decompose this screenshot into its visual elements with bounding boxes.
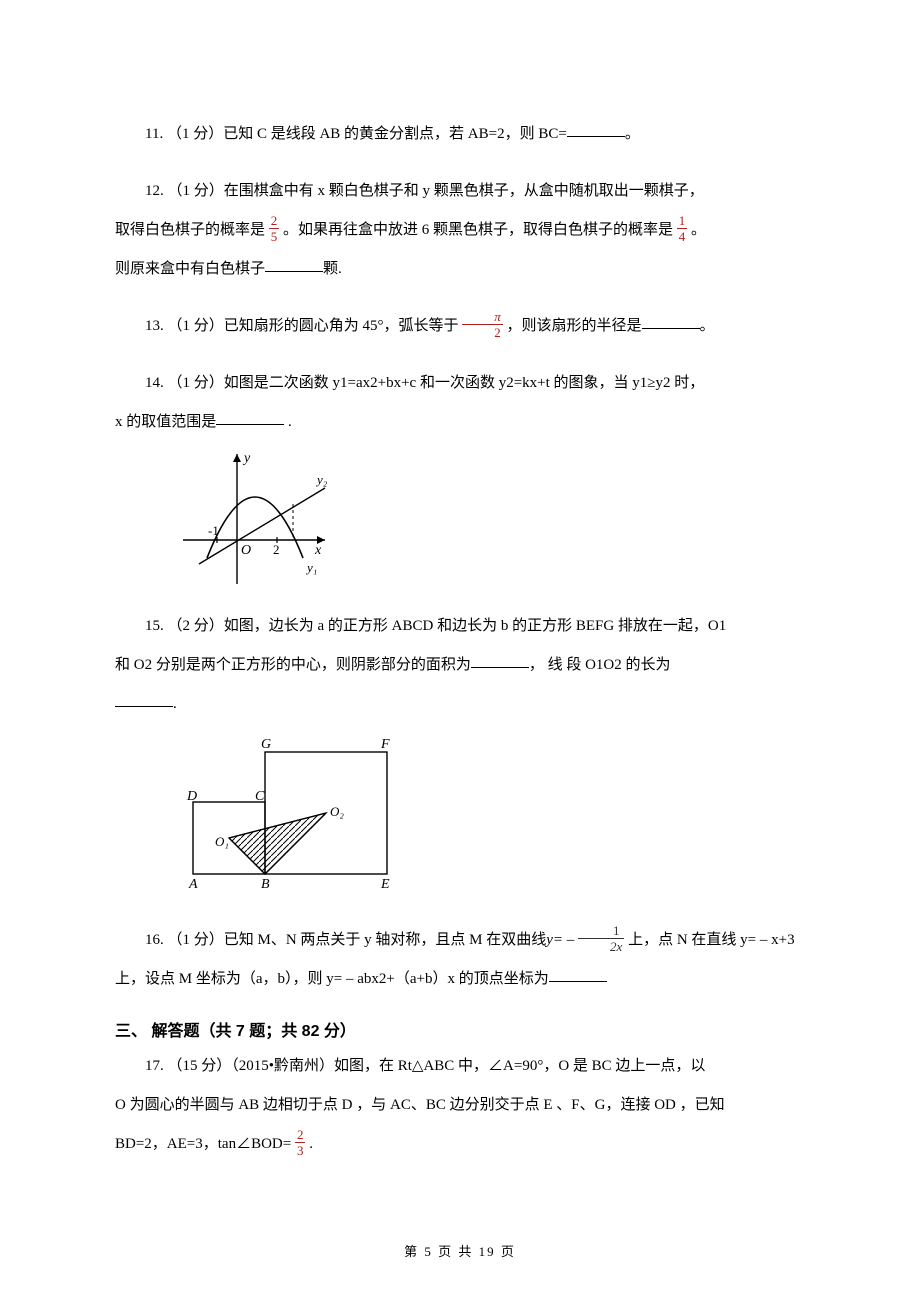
q15-l2b: ， 线 段 O1O2 的长为 [529,657,671,673]
q12-l1: 12. （1 分）在围棋盒中有 x 颗白色棋子和 y 颗黑色棋子，从盒中随机取出… [145,183,704,199]
q14-l1: 14. （1 分）如图是二次函数 y1=ax2+bx+c 和一次函数 y2=kx… [145,375,704,391]
q13-c: 。 [700,318,715,334]
label-y: y [242,451,251,466]
q15-blank-2 [115,692,173,707]
q17-l2: O 为圆心的半圆与 AB 边相切于点 D ，与 AC、BC 边分别交于点 E 、… [115,1097,725,1113]
label-y1: y₁ [305,560,317,575]
q12-blank [265,257,323,272]
q16-blank [549,967,607,982]
q12-l2b: 。如果再往盒中放进 6 颗黑色棋子，取得白色棋子的概率是 [283,222,677,238]
label-O1: O₁ [215,834,229,849]
q12-l3b: 颗. [323,261,342,277]
figure-q14-svg: y x O -1 2 y₂ y₁ [175,448,335,588]
label-G: G [261,737,271,752]
q16-b: 上，点 N 在直线 y= – x+3 [628,932,795,948]
q11-text-b: 。 [625,126,640,142]
page-footer: 第 5 页 共 19 页 [0,1241,920,1260]
label-two: 2 [273,542,280,557]
label-D: D [186,789,197,804]
label-O: O [241,543,251,558]
figure-q15-svg: O₁ O₂ A B E D C G F [175,730,395,902]
q13-a: 13. （1 分）已知扇形的圆心角为 45°，弧长等于 [145,318,462,334]
label-x: x [314,543,322,558]
figure-q14: y x O -1 2 y₂ y₁ [175,448,805,593]
fraction-one-fourth: 14 [677,214,688,243]
q16-c: 上，设点 M 坐标为（a，b），则 y= – abx2+（a+b）x 的顶点坐标… [115,971,549,987]
label-B: B [261,877,270,892]
q17-l1: 17. （15 分）（2015•黔南州）如图，在 Rt△ABC 中，∠A=90°… [145,1058,705,1074]
fraction-pi-over-2: π2 [462,310,503,339]
label-C: C [255,789,265,804]
q16-a: 16. （1 分）已知 M、N 两点关于 y 轴对称，且点 M 在双曲线 [145,932,546,948]
q13-blank [642,314,700,329]
page: 11. （1 分）已知 C 是线段 AB 的黄金分割点，若 AB=2，则 BC=… [0,0,920,1302]
q14-l2a: x 的取值范围是 [115,414,216,430]
question-16: 16. （1 分）已知 M、N 两点关于 y 轴对称，且点 M 在双曲线y= –… [115,921,805,999]
question-13: 13. （1 分）已知扇形的圆心角为 45°，弧长等于 π2 ，则该扇形的半径是… [115,307,805,346]
q11-text-a: 11. （1 分）已知 C 是线段 AB 的黄金分割点，若 AB=2，则 BC= [145,126,567,142]
q12-l2c: 。 [691,222,706,238]
q12-l2a: 取得白色棋子的概率是 [115,222,269,238]
question-12: 12. （1 分）在围棋盒中有 x 颗白色棋子和 y 颗黑色棋子，从盒中随机取出… [115,172,805,289]
figure-q15: O₁ O₂ A B E D C G F [175,730,805,907]
q16-eq-prefix: y= – [546,932,578,948]
q12-l3a: 则原来盒中有白色棋子 [115,261,265,277]
q14-blank [216,410,284,425]
q15-blank-1 [471,653,529,668]
question-15: 15. （2 分）如图，边长为 a 的正方形 ABCD 和边长为 b 的正方形 … [115,607,805,724]
question-17: 17. （15 分）（2015•黔南州）如图，在 Rt△ABC 中，∠A=90°… [115,1047,805,1164]
question-14: 14. （1 分）如图是二次函数 y1=ax2+bx+c 和一次函数 y2=kx… [115,364,805,442]
q15-l1: 15. （2 分）如图，边长为 a 的正方形 ABCD 和边长为 b 的正方形 … [145,618,726,634]
q13-b: ，则该扇形的半径是 [507,318,642,334]
label-y2: y₂ [315,472,328,487]
q15-l2a: 和 O2 分别是两个正方形的中心，则阴影部分的面积为 [115,657,471,673]
label-O2: O₂ [330,804,344,819]
question-11: 11. （1 分）已知 C 是线段 AB 的黄金分割点，若 AB=2，则 BC=… [115,115,805,154]
section-3-heading: 三、 解答题（共 7 题；共 82 分） [115,1017,805,1041]
q17-l3b: . [309,1136,313,1152]
fraction-1-over-2x: 12x [578,924,624,953]
label-E: E [380,877,390,892]
label-F: F [380,737,390,752]
q17-l3a: BD=2，AE=3，tan∠BOD= [115,1136,295,1152]
q11-blank [567,122,625,137]
label-A: A [188,877,198,892]
q14-l2b: . [284,414,292,430]
fraction-two-thirds: 23 [295,1128,306,1157]
fraction-two-fifths: 25 [269,214,280,243]
q15-l3: . [173,696,177,712]
label-minus1: -1 [208,523,219,538]
